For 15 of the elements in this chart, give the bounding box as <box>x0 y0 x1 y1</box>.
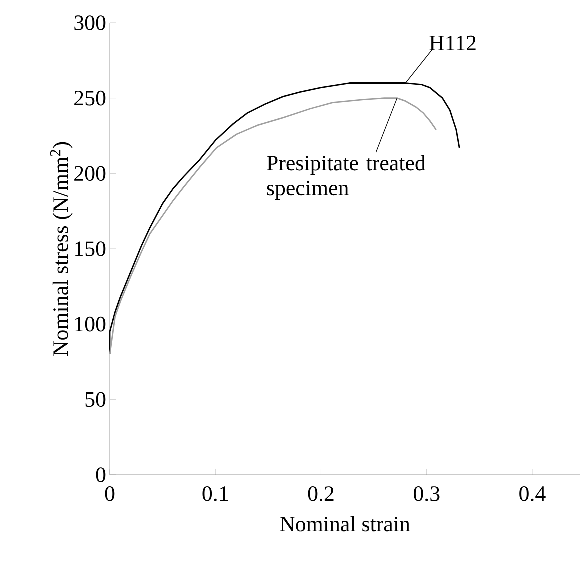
series-label: Presipitate treated specimen <box>267 155 426 200</box>
x-axis-title: Nominal strain <box>280 516 410 532</box>
series-label: H112 <box>430 36 476 50</box>
y-tick-label: 250 <box>74 90 106 106</box>
x-tick-label: 0.1 <box>202 486 228 502</box>
y-tick-label: 50 <box>86 392 106 408</box>
y-axis-title: Nominal stress (N/mm$^{2}$) <box>50 142 73 356</box>
y-tick-label: 0 <box>96 468 106 482</box>
y-tick-label: 300 <box>74 16 106 30</box>
x-tick-label: 0.3 <box>414 486 440 502</box>
y-tick-label: 100 <box>76 316 106 332</box>
y-tick-label: 150 <box>76 242 106 256</box>
y-tick-label: 200 <box>74 166 106 182</box>
x-tick-label: 0.2 <box>308 486 334 502</box>
x-tick-label: 0.4 <box>520 486 546 502</box>
